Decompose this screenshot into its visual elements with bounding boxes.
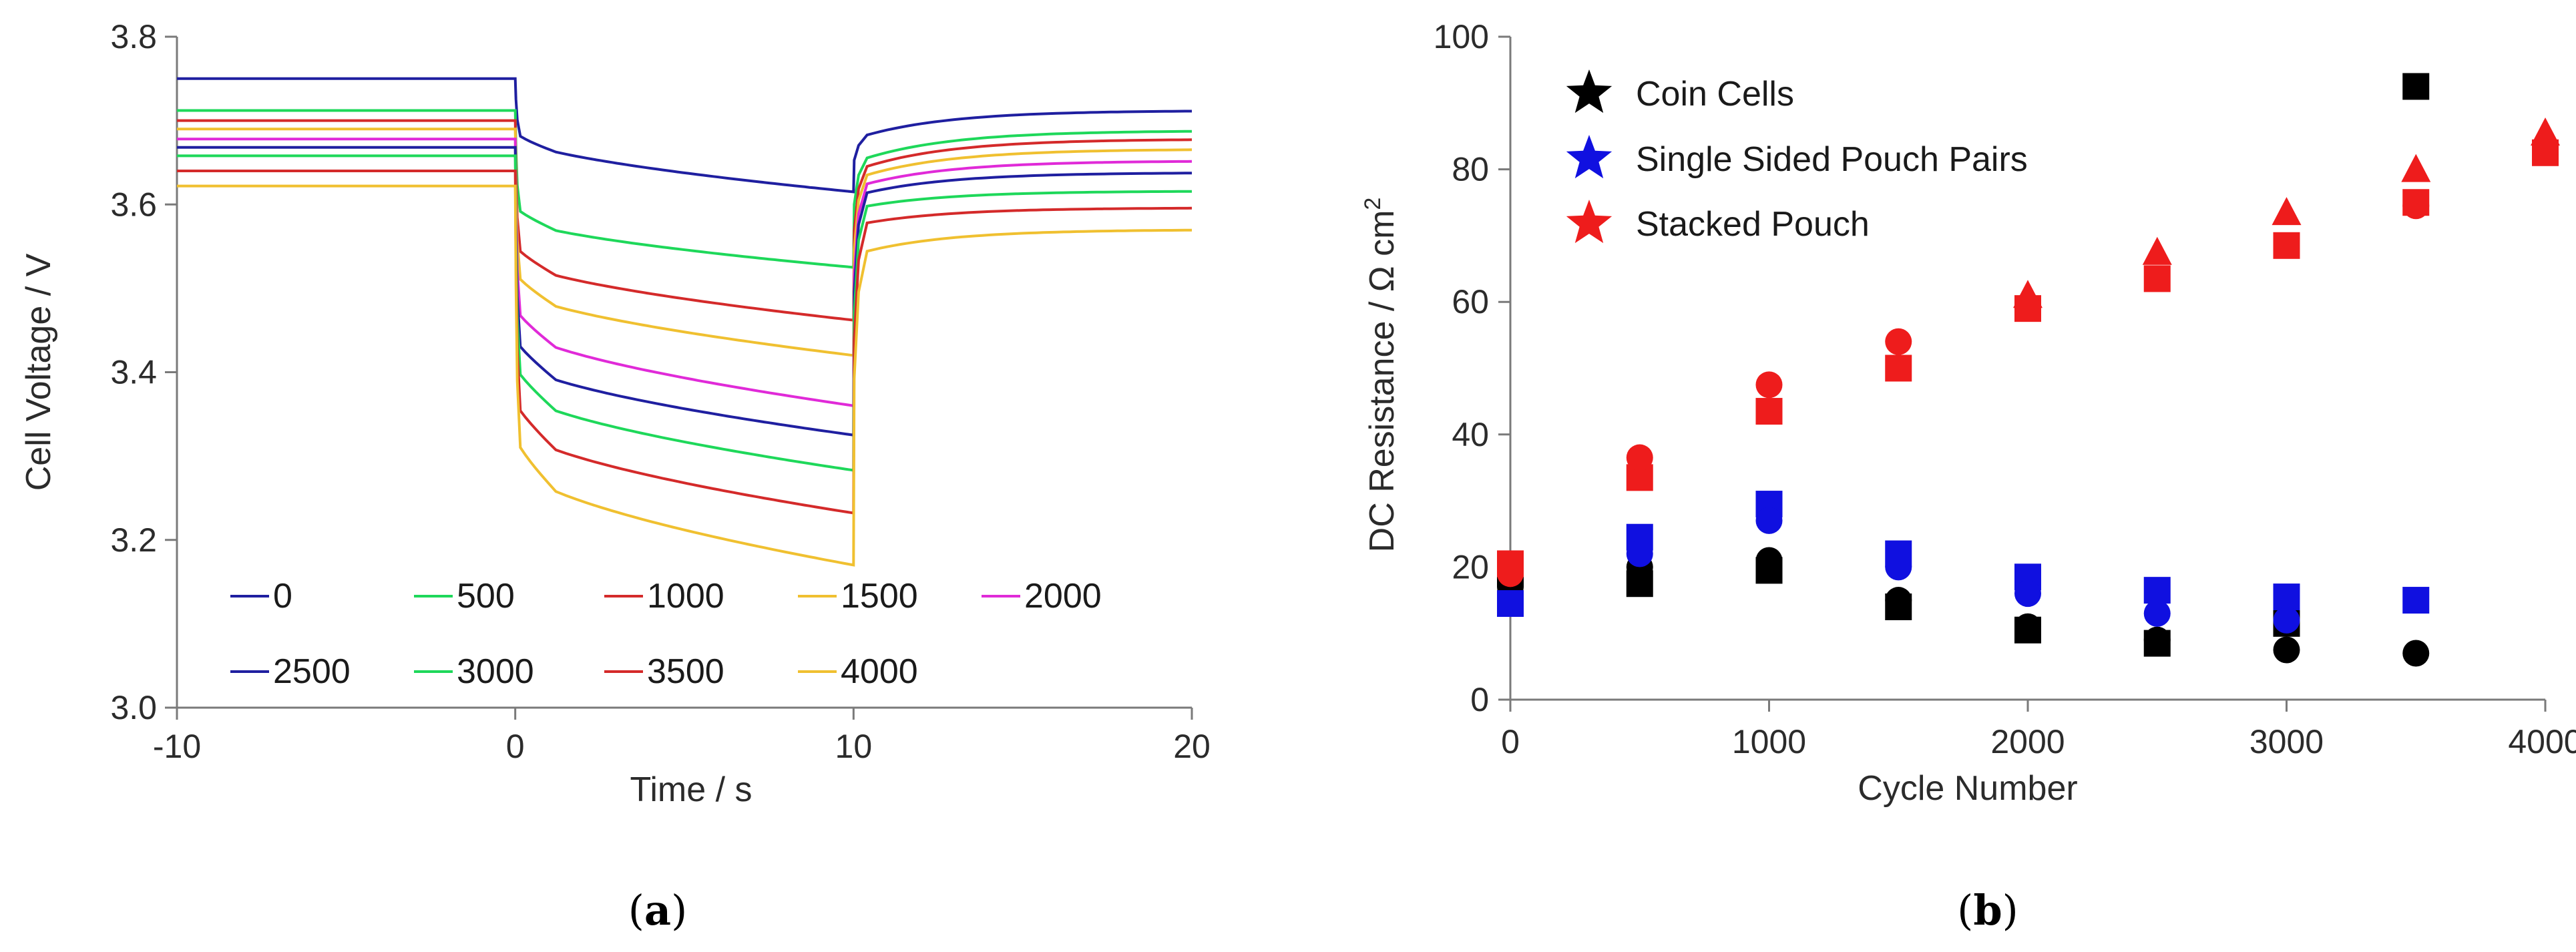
data-point-stacked-pouch-square: [1885, 354, 1912, 382]
legend-star-1: [1566, 135, 1613, 179]
y-axis-title-superscript: 2: [1360, 198, 1385, 210]
legend-label-3000: 3000: [457, 652, 534, 691]
legend-label-2500: 2500: [273, 652, 351, 691]
x-tick-label: -10: [153, 728, 201, 765]
data-point-coin-cells-circle: [2402, 640, 2430, 667]
data-point-stacked-pouch-triangle: [2401, 154, 2431, 182]
data-point-coin-cells-circle: [2273, 636, 2300, 664]
data-point-coin-cells-square: [2402, 73, 2430, 100]
panel-label-a: (a): [628, 886, 688, 935]
legend-label-500: 500: [457, 577, 515, 616]
legend-label-1: Single Sided Pouch Pairs: [1636, 140, 2028, 179]
voltage-curve-3500: [177, 170, 1193, 515]
y-tick-label: 3.2: [110, 521, 157, 559]
data-point-stacked-pouch-square: [1755, 398, 1783, 425]
x-axis-title: Time / s: [630, 770, 753, 809]
y-axis-title-main: DC Resistance / Ω cm: [1363, 210, 1402, 553]
y-tick-label: 100: [1434, 18, 1489, 55]
x-tick-label: 1000: [1732, 723, 1806, 760]
panel-label-open: (: [1957, 886, 1973, 935]
voltage-curve-2000: [177, 138, 1193, 408]
y-tick-label: 3.4: [110, 354, 157, 391]
voltage-curve-0: [177, 77, 1192, 194]
data-point-stacked-pouch-triangle: [2142, 236, 2172, 265]
data-point-stacked-pouch-circle: [2402, 192, 2430, 220]
data-point-stacked-pouch-circle: [1626, 444, 1653, 471]
legend-label-2: Stacked Pouch: [1636, 205, 1870, 244]
data-point-single-sided-pouch-pairs-circle: [1626, 540, 1653, 567]
legend-star-0: [1566, 69, 1613, 113]
legend-label-1000: 1000: [647, 577, 724, 616]
y-tick-label: 3.6: [110, 186, 157, 223]
panel-label-letter: b: [1973, 886, 2002, 935]
legend-label-3500: 3500: [647, 652, 724, 691]
y-axis-title: Cell Voltage / V: [19, 253, 58, 491]
x-tick-label: 4000: [2508, 723, 2576, 760]
x-tick-label: 3000: [2249, 723, 2324, 760]
data-point-single-sided-pouch-pairs-square: [2143, 577, 2171, 604]
x-tick-label: 0: [1501, 723, 1520, 760]
voltage-curve-1000: [177, 119, 1193, 322]
data-point-stacked-pouch-circle: [1885, 328, 1912, 355]
data-point-single-sided-pouch-pairs-circle: [1755, 507, 1783, 534]
data-point-single-sided-pouch-pairs-square: [2402, 587, 2430, 614]
legend-label-0: Coin Cells: [1636, 75, 1794, 113]
data-point-single-sided-pouch-pairs-square: [1497, 590, 1524, 618]
y-tick-label: 80: [1452, 151, 1489, 188]
data-point-single-sided-pouch-pairs-circle: [1885, 553, 1912, 581]
legend-label-1500: 1500: [841, 577, 918, 616]
data-point-single-sided-pouch-pairs-square: [2273, 583, 2300, 611]
data-point-single-sided-pouch-pairs-circle: [2014, 580, 2041, 608]
voltage-curve-4000: [177, 184, 1193, 567]
panel-label-open: (: [628, 886, 644, 935]
voltage-curve-3000: [177, 154, 1193, 472]
data-point-stacked-pouch-square: [2273, 232, 2300, 259]
y-tick-label: 40: [1452, 416, 1489, 453]
legend-label-2000: 2000: [1024, 577, 1102, 616]
data-point-coin-cells-circle: [1755, 547, 1783, 574]
data-point-stacked-pouch-triangle: [2272, 197, 2302, 226]
data-point-coin-cells-circle: [2014, 613, 2041, 640]
data-point-stacked-pouch-triangle: [2531, 117, 2560, 146]
y-tick-label: 3.8: [110, 18, 157, 55]
x-tick-label: 0: [506, 728, 525, 765]
data-point-single-sided-pouch-pairs-circle: [2273, 606, 2300, 634]
y-tick-label: 60: [1452, 283, 1489, 320]
panel-label-letter: a: [644, 886, 671, 935]
data-point-stacked-pouch-square: [2143, 265, 2171, 292]
panel-label-b: (b): [1957, 886, 2018, 935]
y-tick-label: 3.0: [110, 689, 157, 726]
y-tick-label: 0: [1470, 681, 1489, 718]
y-tick-label: 20: [1452, 548, 1489, 585]
data-point-stacked-pouch-circle: [1755, 371, 1783, 399]
legend-label-4000: 4000: [841, 652, 918, 691]
data-point-coin-cells-circle: [2143, 626, 2171, 654]
x-tick-label: 10: [835, 728, 873, 765]
voltage-curve-1500: [177, 128, 1193, 357]
panel-label-close: ): [2002, 886, 2018, 935]
data-point-single-sided-pouch-pairs-circle: [2143, 600, 2171, 627]
legend-label-0: 0: [273, 577, 292, 616]
y-axis-title: DC Resistance / Ω cm2: [1360, 198, 1402, 553]
data-point-coin-cells-circle: [1885, 587, 1912, 614]
legend-star-2: [1566, 200, 1613, 244]
voltage-curve-500: [177, 109, 1193, 269]
x-axis-title: Cycle Number: [1858, 769, 2077, 808]
x-tick-label: 20: [1173, 728, 1211, 765]
data-point-stacked-pouch-circle: [1497, 560, 1524, 587]
x-tick-label: 2000: [1990, 723, 2065, 760]
panel-label-close: ): [671, 886, 687, 935]
voltage-chart: 3.0 3.2 3.4 3.6 3.8 -10 0 10 20 Time / s Cell Volt…: [19, 18, 1211, 935]
voltage-curve-2500: [177, 146, 1192, 437]
data-point-stacked-pouch-triangle: [2013, 280, 2043, 308]
